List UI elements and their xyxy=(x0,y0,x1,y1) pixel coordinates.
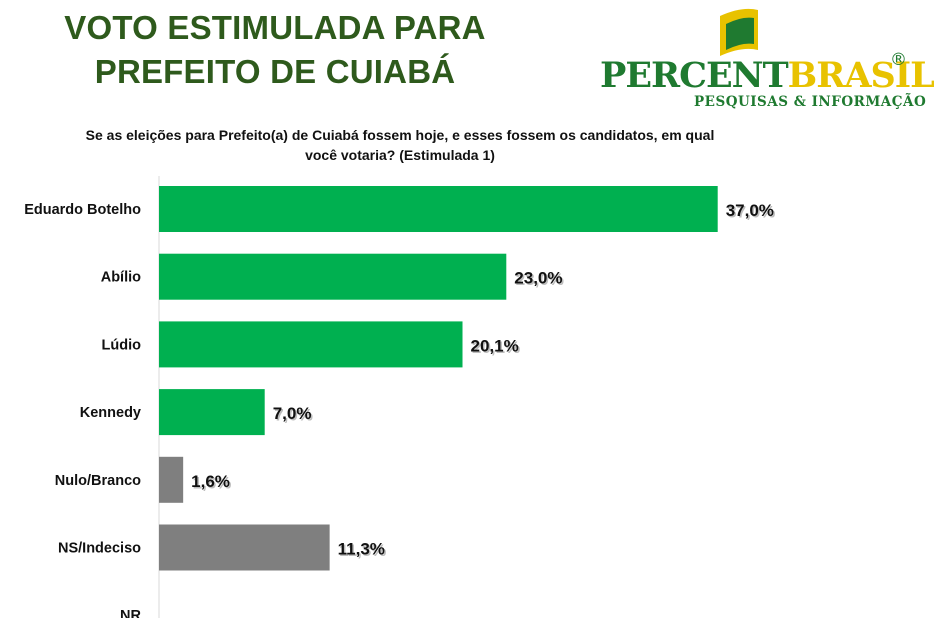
title-line-2: PREFEITO DE CUIABÁ xyxy=(94,53,456,90)
bar-kennedy xyxy=(159,389,265,436)
flag-icon xyxy=(720,8,758,56)
page-title: VOTO ESTIMULADA PARA PREFEITO DE CUIABÁ xyxy=(40,6,510,94)
category-label-ludio: Lúdio xyxy=(102,337,142,353)
value-label-ludio: 20,1% xyxy=(471,336,519,355)
bar-eduardo-botelho xyxy=(159,186,718,232)
question-line-2: você votaria? (Estimulada 1) xyxy=(305,147,495,163)
value-label-abilio: 23,0% xyxy=(514,269,562,288)
survey-question: Se as eleições para Prefeito(a) de Cuiab… xyxy=(80,125,720,165)
category-label-kennedy: Kennedy xyxy=(80,405,141,421)
category-label-eduardo-botelho: Eduardo Botelho xyxy=(24,202,141,218)
value-label-shadow-ns-indeciso: 11,3% xyxy=(339,541,386,560)
category-label-nr: NR xyxy=(120,608,141,618)
value-label-shadow-eduardo-botelho: 37,0% xyxy=(727,203,775,222)
logo-word-part2: BRASIL xyxy=(787,55,935,96)
value-label-shadow-kennedy: 7,0% xyxy=(274,406,313,425)
bar-abilio xyxy=(159,253,507,300)
value-label-ns-indeciso: 11,3% xyxy=(338,540,385,559)
bar-ns-indeciso xyxy=(159,524,330,571)
value-label-kennedy: 7,0% xyxy=(273,404,312,423)
logo-subtitle: PESQUISAS & INFORMAÇÃO xyxy=(694,94,927,110)
value-label-shadow-abilio: 23,0% xyxy=(516,270,564,289)
bar-ludio xyxy=(159,321,463,368)
value-label-eduardo-botelho: 37,0% xyxy=(726,201,774,220)
category-label-abilio: Abílio xyxy=(101,270,141,286)
category-label-nulo-branco: Nulo/Branco xyxy=(55,473,141,489)
value-label-nulo-branco: 1,6% xyxy=(191,472,230,491)
bar-nulo-branco xyxy=(159,456,184,503)
percentbrasil-logo: PERCENTBRASIL ® PESQUISAS & INFORMAÇÃO xyxy=(600,6,935,116)
category-label-ns-indeciso: NS/Indeciso xyxy=(58,541,141,557)
registered-mark: ® xyxy=(890,50,907,70)
value-label-shadow-ludio: 20,1% xyxy=(472,338,520,357)
title-line-1: VOTO ESTIMULADA PARA xyxy=(64,9,486,46)
logo-wordmark: PERCENTBRASIL xyxy=(600,55,935,96)
question-line-1: Se as eleições para Prefeito(a) de Cuiab… xyxy=(85,127,715,143)
value-label-shadow-nulo-branco: 1,6% xyxy=(193,473,232,492)
logo-word-part1: PERCENT xyxy=(600,55,789,96)
